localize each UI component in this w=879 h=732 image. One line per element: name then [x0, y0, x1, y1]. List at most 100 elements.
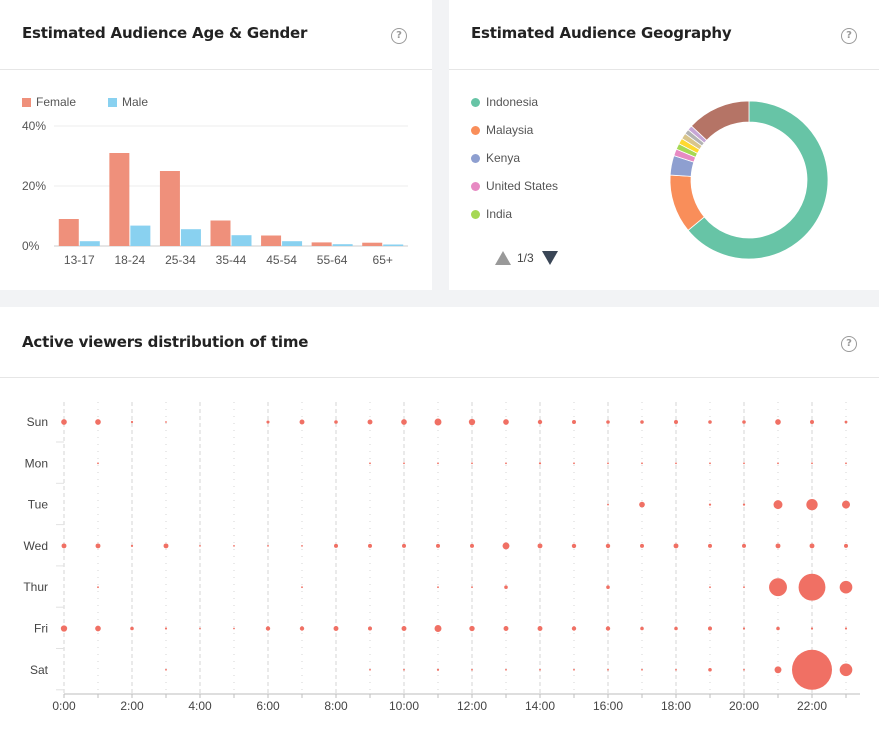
bar-female [261, 235, 282, 246]
bubble [130, 420, 134, 424]
bar-female [210, 220, 231, 246]
legend-label-malaysia: Malaysia [486, 123, 534, 137]
y-tick-label: Wed [24, 539, 48, 553]
bubble [769, 578, 787, 597]
legend-dot-kenya [471, 153, 480, 163]
bar-male [383, 244, 404, 246]
bubble [436, 543, 440, 548]
active-viewers-bubble-chart: 0:00 2:00 4:00 6:00 8:00 10:00 12:00 14:00 16:00… [23, 402, 860, 713]
bubble [470, 543, 474, 548]
legend-malaysia[interactable]: Malaysia [471, 123, 533, 137]
bubble [742, 420, 746, 424]
bubble [743, 668, 745, 671]
page-up-icon[interactable] [495, 251, 511, 265]
help-icon[interactable]: ? [391, 28, 407, 44]
legend-swatch-female [22, 97, 31, 107]
active-viewers-card: Active viewers distribution of time ? 0:… [0, 307, 879, 732]
bubble [471, 668, 473, 671]
bubble [606, 585, 610, 589]
bubble [301, 545, 303, 547]
bubble [299, 626, 305, 631]
bubble [503, 419, 509, 425]
bubble [505, 462, 507, 465]
legend-label-india: India [486, 207, 513, 221]
bubble [334, 420, 338, 424]
bubble [537, 626, 543, 631]
bar-female [159, 171, 180, 246]
bubble [792, 649, 832, 690]
bubble [708, 668, 712, 672]
bubble [674, 420, 678, 424]
legend-indonesia[interactable]: Indonesia [471, 95, 538, 109]
y-tick-label: 20% [22, 179, 46, 193]
bubble [844, 627, 848, 630]
bubble [607, 503, 609, 506]
x-tick-label: 18-24 [115, 253, 146, 267]
bubble [401, 419, 407, 425]
y-tick-label: 40% [22, 119, 46, 133]
bubble [775, 543, 781, 549]
bubble [640, 626, 644, 631]
x-tick-label: 55-64 [317, 253, 348, 267]
bubble [776, 626, 780, 631]
bubble [471, 462, 473, 465]
x-tick-label: 35-44 [216, 253, 247, 267]
help-icon[interactable]: ? [841, 28, 857, 44]
bubble [334, 543, 338, 548]
bubble [640, 543, 644, 548]
bar-female [362, 242, 383, 246]
bubble [233, 627, 235, 630]
bubble [130, 626, 134, 631]
bubble [368, 626, 372, 631]
bubble [839, 663, 853, 677]
legend-india[interactable]: India [471, 207, 512, 221]
bubble [839, 580, 853, 594]
bubble [369, 668, 371, 671]
bubble [537, 419, 543, 425]
bubble [233, 545, 235, 547]
page-down-icon[interactable] [541, 251, 558, 265]
legend-male[interactable]: Male [108, 95, 148, 109]
legend-label-indonesia: Indonesia [486, 95, 539, 109]
bubble [504, 585, 508, 589]
bubble [640, 420, 644, 424]
bubble [130, 544, 134, 547]
bubble [164, 627, 168, 630]
bubble [199, 545, 201, 547]
bubble [606, 420, 610, 424]
help-icon[interactable]: ? [841, 336, 857, 352]
age-gender-title: Estimated Audience Age & Gender [22, 24, 308, 42]
bubble [709, 462, 711, 465]
bubble [401, 626, 407, 631]
x-tick-label: 0:00 [52, 699, 76, 713]
bubble [165, 421, 167, 423]
bubble [571, 626, 577, 631]
bubble [61, 543, 67, 549]
legend-kenya[interactable]: Kenya [471, 151, 520, 165]
x-tick-label: 25-34 [165, 253, 196, 267]
geography-title: Estimated Audience Geography [471, 24, 732, 42]
age-gender-card: Estimated Audience Age & Gender ? Female… [0, 0, 432, 290]
bubble [708, 626, 712, 631]
pager-label: 1/3 [517, 251, 534, 265]
bubble [775, 419, 781, 425]
y-tick-label: Mon [25, 456, 48, 470]
bubble [806, 498, 818, 511]
bubble [675, 668, 677, 671]
legend-label-female: Female [36, 95, 77, 109]
bubble [708, 503, 712, 506]
legend-label-united-states: United States [486, 179, 559, 193]
bubble [844, 420, 848, 424]
bubble [95, 625, 101, 632]
y-tick-label: Thur [23, 580, 48, 594]
legend-pager: 1/3 [495, 251, 558, 265]
legend-female[interactable]: Female [22, 95, 76, 109]
bubble [95, 419, 101, 425]
bubble [742, 627, 746, 630]
bubble [708, 420, 712, 424]
legend-united-states[interactable]: United States [471, 179, 558, 193]
divider [0, 377, 879, 378]
legend-label-male: Male [122, 95, 149, 109]
bubble [402, 543, 406, 548]
bubble [471, 586, 473, 589]
